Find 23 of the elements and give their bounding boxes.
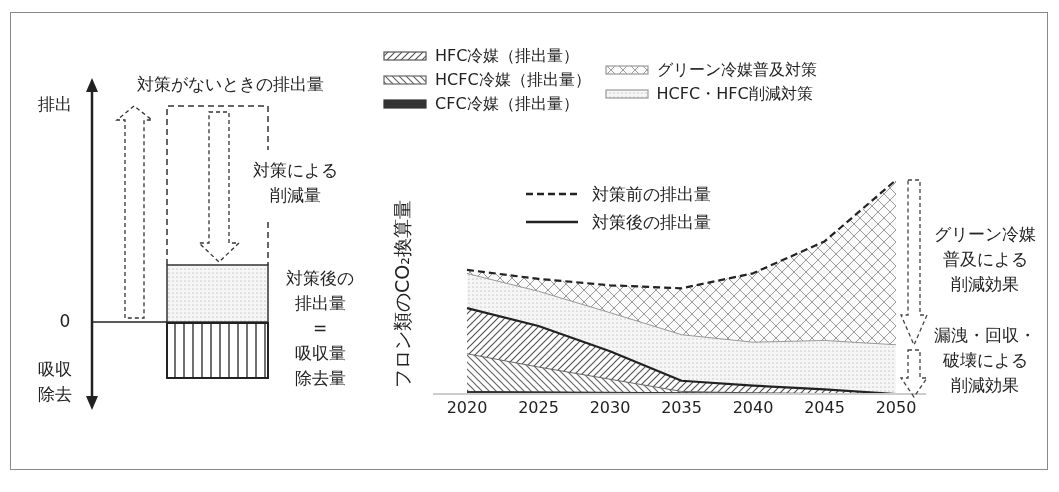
text: 漏洩・回収・破壊による削減効果 [933,324,1037,397]
x-tick-label: 2045 [804,398,845,418]
y-axis-title: フロン類のCO₂換算量 [390,200,414,388]
legend-label: HCFC・HFC削減対策 [656,83,813,105]
text: 対策がないときの排出量 [135,73,325,96]
legend-label: HCFC冷媒（排出量） [435,69,591,91]
annotation: 対策後の排出量 [592,210,711,234]
text: 対策後の排出量=吸収量除去量 [285,267,355,390]
x-tick-label: 2020 [446,398,488,418]
x-tick-label: 2040 [732,398,774,418]
annotation: 対策前の排出量 [592,182,711,206]
legend-label: CFC冷媒（排出量） [435,93,579,115]
legend-label: HFC冷媒（排出量） [435,45,580,67]
legend-label: グリーン冷媒普及対策 [656,59,817,81]
x-tick-label: 2030 [589,398,631,418]
x-tick-label: 2025 [518,398,559,418]
text: グリーン冷媒普及による削減効果 [933,223,1037,296]
text: 排出 [37,93,73,116]
x-tick-label: 2035 [661,398,702,418]
x-tick-label: 2050 [875,398,917,418]
text: 吸収除去 [37,358,73,406]
text: 対策による削減量 [251,159,339,207]
text: 0 [58,310,72,333]
